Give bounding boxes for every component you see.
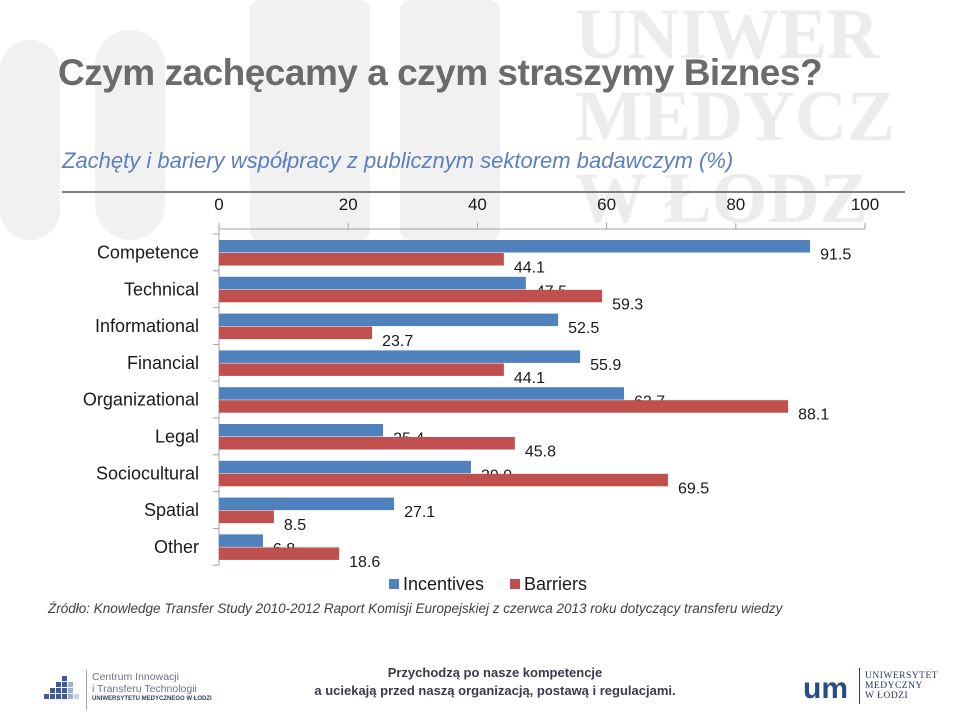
legend-swatch [389, 579, 399, 589]
category-label: Technical [124, 279, 199, 299]
bar-incentives [219, 276, 526, 290]
bar-chart: 0 20 40 60 80 100 Competence 91.5 44.1 Technical 4… [83, 195, 879, 594]
logo-divider [859, 668, 860, 704]
um-logo-line: UNIWERSYTET [865, 671, 939, 681]
bar-barriers [219, 326, 373, 340]
bar-incentives [219, 497, 395, 511]
um-logo-block: um UNIWERSYTET MEDYCZNY W ŁODZI [803, 668, 953, 708]
data-label: 45.8 [525, 444, 556, 461]
bar-barriers [219, 253, 504, 266]
category-label: Competence [97, 243, 199, 263]
data-label: 8.5 [284, 517, 306, 534]
um-logo-line: W ŁODZI [865, 691, 909, 701]
slide-title: Czym zachęcamy a czym straszymy Biznes? [58, 52, 823, 93]
bar-barriers [219, 473, 668, 487]
source-note: Źródło: Knowledge Transfer Study 2010-20… [48, 601, 783, 616]
data-label: 59.3 [612, 296, 643, 313]
bar-incentives [219, 240, 811, 253]
cii-logo-icon [44, 676, 79, 699]
bar-incentives [219, 424, 384, 437]
bar-barriers [219, 289, 603, 303]
cii-logo-line: Centrum Innowacji [92, 671, 179, 683]
data-label: 18.6 [349, 554, 380, 571]
bar-incentives [219, 387, 625, 400]
category-label: Other [154, 537, 199, 557]
data-label: 91.5 [820, 247, 851, 264]
x-tick-label: 20 [339, 195, 358, 214]
category-label: Legal [155, 427, 199, 447]
data-label: 44.1 [514, 370, 545, 387]
data-label: 52.5 [568, 320, 599, 337]
cii-logo-text: Centrum Innowacji i Transferu Technologi… [92, 671, 212, 703]
category-label: Spatial [144, 500, 199, 520]
x-tick-label: 100 [851, 195, 879, 214]
bar-barriers [219, 400, 789, 413]
data-label: 27.1 [404, 504, 435, 521]
category-label: Informational [95, 316, 199, 336]
x-tick-label: 80 [726, 195, 745, 214]
category-label: Organizational [83, 390, 199, 410]
chart-subtitle: Zachęty i bariery współpracy z publiczny… [62, 148, 734, 173]
footer-tagline: Przychodzą po nasze kompetencje a ucieka… [300, 664, 690, 700]
logo-divider [86, 670, 87, 710]
bar-incentives [219, 313, 559, 327]
title-divider [62, 191, 905, 193]
cii-logo-line: i Transferu Technologii [92, 682, 197, 695]
cii-logo-subline: UNIWERSYTETU MEDYCZNEGO W ŁODZI [92, 696, 212, 702]
category-label: Sociocultural [96, 463, 199, 483]
x-tick-label: 40 [468, 195, 487, 214]
cii-logo-block: Centrum Innowacji i Transferu Technologi… [44, 668, 214, 712]
tagline-line: a uciekają przed naszą organizacją, post… [314, 683, 676, 698]
data-label: 23.7 [382, 333, 413, 350]
bar-incentives [219, 534, 263, 547]
bar-incentives [219, 460, 471, 474]
legend-label: Barriers [524, 574, 587, 594]
x-tick-label: 60 [597, 195, 616, 214]
data-label: 55.9 [590, 357, 621, 374]
bar-incentives [219, 350, 581, 363]
um-logo-mark: um [803, 674, 848, 700]
bar-barriers [219, 363, 504, 376]
um-logo-text: UNIWERSYTET MEDYCZNY W ŁODZI [865, 671, 938, 701]
um-logo-line: MEDYCZNY [865, 681, 923, 691]
legend-swatch [510, 579, 520, 589]
category-label: Financial [127, 353, 199, 373]
data-label: 44.1 [514, 260, 545, 277]
bar-barriers [219, 510, 274, 524]
data-label: 88.1 [798, 407, 829, 424]
data-label: 69.5 [678, 480, 709, 497]
um-logo-icon: um [803, 674, 848, 700]
x-tick-label: 0 [214, 195, 223, 214]
bar-barriers [219, 547, 340, 560]
legend-label: Incentives [403, 574, 484, 594]
tagline-line: Przychodzą po nasze kompetencje [387, 665, 603, 680]
bar-barriers [219, 437, 515, 450]
